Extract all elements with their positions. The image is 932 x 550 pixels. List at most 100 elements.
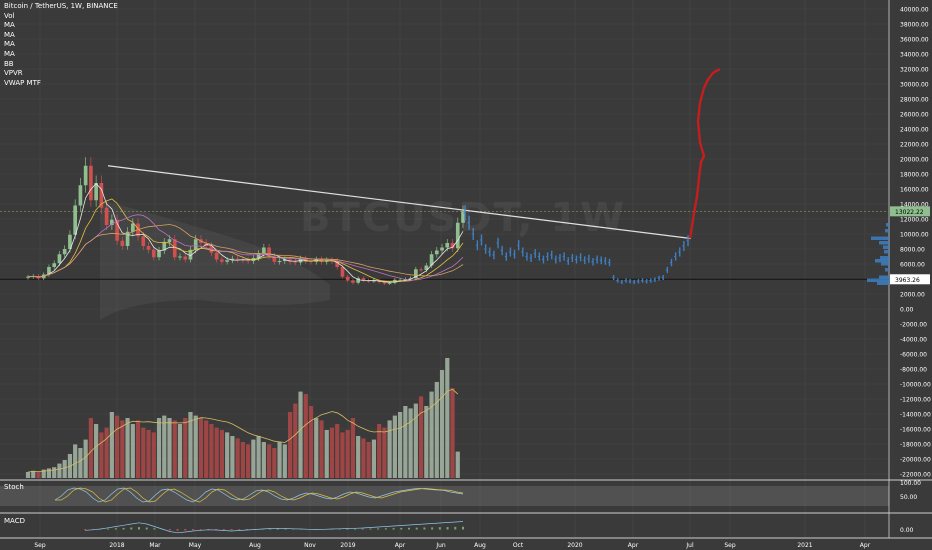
vpvr-bar bbox=[883, 245, 889, 249]
moving-average-line-4 bbox=[27, 224, 464, 278]
volume-bar bbox=[130, 424, 135, 478]
macd-histogram-bar bbox=[276, 528, 279, 530]
volume-bar bbox=[193, 415, 198, 478]
macd-histogram-bar bbox=[269, 528, 272, 530]
volume-bar bbox=[450, 388, 455, 478]
candle-body bbox=[94, 183, 98, 201]
macd-histogram-bar bbox=[238, 529, 241, 530]
indicator-vwap-mtf[interactable]: VWAP MTF bbox=[4, 78, 41, 87]
time-tick-label: Apr bbox=[628, 542, 639, 549]
moving-average-line-3 bbox=[27, 214, 464, 281]
volume-bar bbox=[235, 438, 240, 478]
indicator-vpvr[interactable]: VPVR bbox=[4, 69, 23, 78]
candle-body bbox=[167, 239, 172, 243]
candle-body bbox=[372, 280, 376, 282]
stoch-d-line bbox=[55, 487, 464, 503]
candle-body bbox=[429, 254, 434, 266]
volume-bar bbox=[94, 424, 99, 478]
macd-histogram-bar bbox=[168, 529, 171, 531]
macd-line bbox=[84, 521, 464, 534]
volume-bar bbox=[141, 427, 146, 478]
macd-histogram-bar bbox=[107, 528, 110, 530]
indicator-ma-1[interactable]: MA bbox=[4, 21, 15, 30]
volume-bar bbox=[308, 406, 314, 478]
indicator-ma-4[interactable]: MA bbox=[4, 49, 15, 58]
volume-bar bbox=[455, 451, 460, 478]
symbol-title[interactable]: Bitcoin / TetherUS, 1W, BINANCE bbox=[4, 2, 118, 10]
candle-body bbox=[440, 247, 444, 251]
price-tick-label: 36000.00 bbox=[900, 37, 929, 44]
time-tick-label: Aug bbox=[474, 542, 486, 549]
vpvr-bar bbox=[880, 256, 889, 260]
candle-body bbox=[120, 240, 125, 246]
volume-bar bbox=[277, 442, 282, 478]
red-projection-path bbox=[688, 67, 721, 239]
time-tick-label: Oct bbox=[513, 542, 524, 549]
macd-histogram-bar bbox=[462, 526, 464, 530]
macd-histogram-bar bbox=[431, 527, 434, 530]
candle-body bbox=[89, 165, 93, 201]
price-tick-label: 22000.00 bbox=[900, 142, 929, 149]
indicator-vol[interactable]: Vol bbox=[4, 11, 15, 20]
current-price-badge-label: 13022.22 bbox=[895, 209, 924, 216]
indicator-ma-2[interactable]: MA bbox=[4, 30, 15, 39]
indicator-bb[interactable]: BB bbox=[4, 59, 14, 68]
price-tick-label: -22000.00 bbox=[900, 472, 931, 479]
volume-bar bbox=[135, 420, 141, 478]
indicator-ma-3[interactable]: MA bbox=[4, 40, 15, 49]
candle-body bbox=[172, 239, 177, 258]
candle-body bbox=[99, 183, 104, 208]
price-tick-label: -6000.00 bbox=[900, 352, 927, 359]
candle-body bbox=[104, 207, 109, 225]
volume-bar bbox=[434, 382, 439, 478]
volume-bar bbox=[62, 460, 67, 478]
price-tick-label: 28000.00 bbox=[900, 97, 929, 104]
macd-histogram-bar bbox=[215, 529, 218, 530]
price-tick-label: 38000.00 bbox=[900, 22, 929, 29]
price-tick-label: 26000.00 bbox=[900, 112, 929, 119]
candle-body bbox=[450, 243, 455, 249]
price-tick-label: -4000.00 bbox=[900, 337, 927, 344]
stoch-k-line bbox=[54, 487, 464, 503]
time-tick-label: 2019 bbox=[340, 542, 355, 549]
candle-body bbox=[125, 231, 130, 246]
price-tick-label: 0.00 bbox=[900, 307, 914, 314]
moving-average-line-1 bbox=[27, 183, 464, 283]
stoch-pane-label[interactable]: Stoch bbox=[4, 483, 24, 491]
candle-body bbox=[225, 260, 229, 262]
candle-body bbox=[230, 258, 235, 261]
price-tick-label: 32000.00 bbox=[900, 67, 929, 74]
macd-pane-label[interactable]: MACD bbox=[4, 517, 25, 525]
price-tick-label: 40000.00 bbox=[900, 7, 929, 14]
volume-bar bbox=[408, 408, 413, 478]
volume-bar bbox=[266, 444, 272, 478]
volume-bar bbox=[88, 418, 93, 478]
price-tick-label: -20000.00 bbox=[900, 457, 931, 464]
price-tick-label: -8000.00 bbox=[900, 367, 927, 374]
candle-body bbox=[130, 223, 135, 232]
candle-body bbox=[193, 239, 198, 250]
macd-histogram-bar bbox=[138, 527, 140, 530]
macd-histogram-bar bbox=[184, 529, 187, 531]
candle-body bbox=[387, 282, 392, 284]
candle-body bbox=[157, 250, 161, 258]
candle-body bbox=[235, 258, 240, 260]
candle-body bbox=[26, 276, 30, 278]
candle-body bbox=[262, 247, 266, 254]
candle-body bbox=[178, 256, 182, 258]
candle-body bbox=[246, 260, 250, 262]
stoch-tick-label: 100.00 bbox=[900, 480, 921, 487]
descending-trendline bbox=[107, 165, 692, 240]
volume-bar bbox=[99, 432, 104, 478]
vpvr-bar bbox=[879, 241, 889, 245]
candle-body bbox=[361, 278, 366, 281]
candle-body bbox=[183, 256, 188, 260]
macd-histogram-bar bbox=[354, 528, 356, 530]
time-tick-label: 2020 bbox=[567, 542, 582, 549]
candle-body bbox=[68, 234, 72, 249]
volume-bar bbox=[319, 420, 324, 478]
volume-bar bbox=[31, 470, 36, 478]
price-tick-label: -12000.00 bbox=[900, 397, 931, 404]
macd-histogram-bar bbox=[361, 528, 364, 530]
